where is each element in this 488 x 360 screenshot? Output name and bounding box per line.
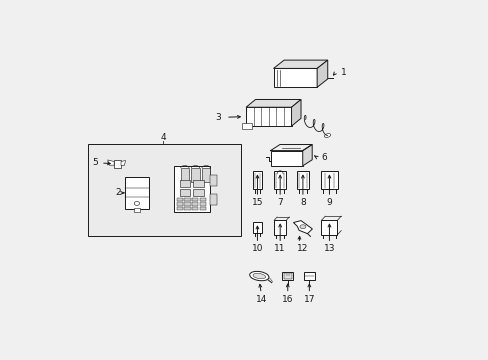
Bar <box>179 189 190 196</box>
Text: 1: 1 <box>340 68 346 77</box>
Text: 15: 15 <box>251 198 263 207</box>
Ellipse shape <box>299 225 305 229</box>
Bar <box>274 171 285 189</box>
Text: 5: 5 <box>92 158 98 167</box>
Bar <box>181 168 189 183</box>
Ellipse shape <box>324 134 330 138</box>
Text: 8: 8 <box>300 198 305 207</box>
Polygon shape <box>245 99 301 107</box>
Polygon shape <box>121 161 125 166</box>
Bar <box>193 180 203 187</box>
Bar <box>177 198 183 201</box>
Bar <box>321 220 337 235</box>
Text: 17: 17 <box>303 295 314 304</box>
Polygon shape <box>291 99 301 126</box>
Bar <box>193 189 203 196</box>
Bar <box>184 202 190 206</box>
Bar <box>202 168 210 183</box>
Text: 14: 14 <box>255 295 266 304</box>
Text: 7: 7 <box>277 198 283 207</box>
Bar <box>87 144 241 236</box>
Bar <box>191 168 199 183</box>
Ellipse shape <box>249 271 268 281</box>
Bar <box>114 160 121 168</box>
Bar <box>177 207 183 210</box>
Bar <box>242 123 251 129</box>
Bar <box>303 272 314 280</box>
Text: 2: 2 <box>115 188 121 197</box>
Polygon shape <box>293 221 312 234</box>
Text: 9: 9 <box>326 198 332 207</box>
Polygon shape <box>107 160 114 165</box>
Bar <box>192 202 198 206</box>
Bar <box>209 175 216 186</box>
Text: 10: 10 <box>251 244 263 253</box>
Bar <box>199 202 205 206</box>
Bar <box>283 273 291 279</box>
Text: 16: 16 <box>282 295 293 304</box>
Text: 6: 6 <box>321 153 327 162</box>
Bar <box>320 171 338 189</box>
Bar <box>179 180 190 187</box>
Bar <box>199 207 205 210</box>
Polygon shape <box>302 144 311 166</box>
Bar <box>134 208 140 212</box>
Text: 4: 4 <box>160 133 166 142</box>
Bar <box>253 171 261 189</box>
Bar <box>273 68 317 87</box>
Text: 13: 13 <box>323 244 334 253</box>
Text: 11: 11 <box>274 244 285 253</box>
Ellipse shape <box>252 273 265 279</box>
Bar <box>282 272 293 280</box>
Text: 12: 12 <box>297 244 308 253</box>
Bar <box>274 220 285 235</box>
Bar <box>296 171 308 189</box>
Bar <box>177 202 183 206</box>
Circle shape <box>134 202 139 205</box>
Bar <box>184 207 190 210</box>
Polygon shape <box>273 60 327 68</box>
Bar <box>184 198 190 201</box>
Bar <box>245 107 291 126</box>
Bar <box>253 222 261 233</box>
Bar <box>192 207 198 210</box>
Polygon shape <box>317 60 327 87</box>
Text: 3: 3 <box>215 113 221 122</box>
Bar <box>124 177 149 209</box>
Bar <box>270 150 302 166</box>
Bar <box>192 198 198 201</box>
Bar <box>209 194 216 205</box>
Bar <box>174 166 209 212</box>
Bar <box>199 198 205 201</box>
